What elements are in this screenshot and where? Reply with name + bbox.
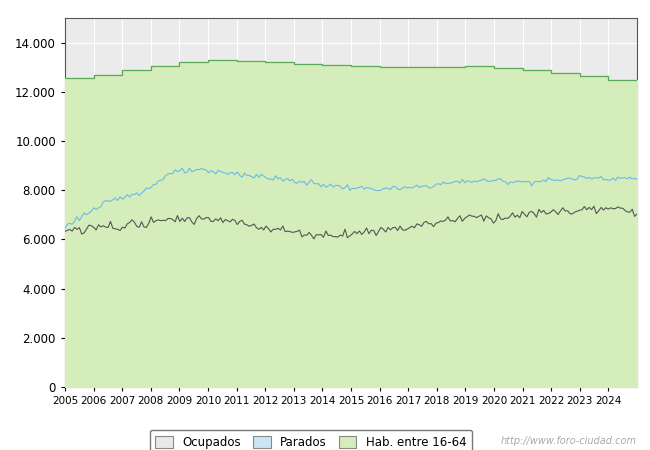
Text: Marchena - Evolucion de la poblacion en edad de Trabajar Noviembre de 2024: Marchena - Evolucion de la poblacion en … [64, 10, 586, 22]
Legend: Ocupados, Parados, Hab. entre 16-64: Ocupados, Parados, Hab. entre 16-64 [150, 430, 473, 450]
Text: http://www.foro-ciudad.com: http://www.foro-ciudad.com [501, 436, 637, 446]
